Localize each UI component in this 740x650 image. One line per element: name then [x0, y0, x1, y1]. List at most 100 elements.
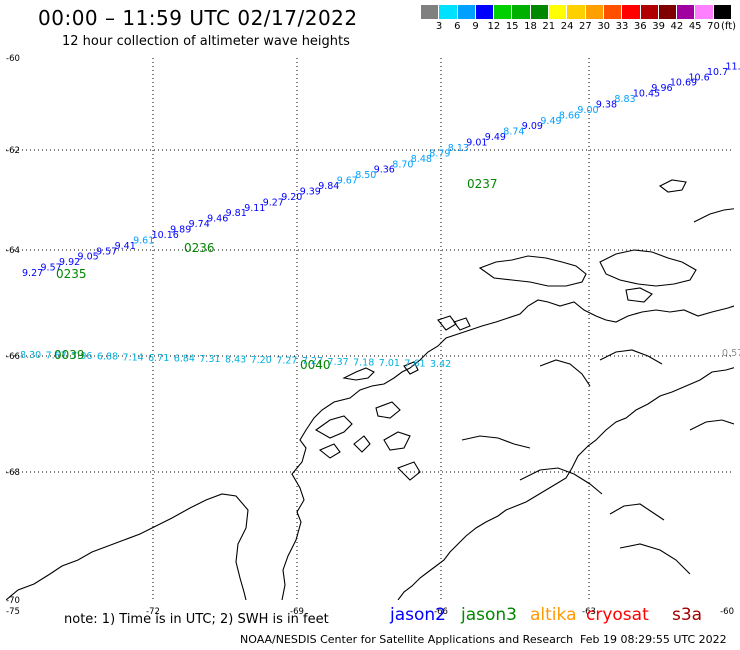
wave-height-value: 6.71	[148, 353, 169, 364]
wave-height-value: 9.05	[78, 252, 99, 263]
legend-label: 3	[435, 21, 443, 32]
wave-height-value: 9.11	[244, 203, 265, 214]
wave-height-value: 11.	[726, 61, 740, 72]
legend-swatch	[457, 5, 476, 19]
wave-height-value: 8.13	[448, 143, 469, 154]
legend-swatch	[640, 5, 659, 19]
legend-label: 9	[472, 21, 479, 32]
wave-height-value: 9.49	[485, 132, 506, 143]
lon-tick-label: -60	[720, 607, 734, 617]
legend-swatch	[603, 5, 623, 19]
wave-height-value: 9.84	[318, 181, 339, 192]
wave-height-value: 9.92	[59, 257, 80, 268]
legend-label: 30	[597, 21, 611, 32]
wave-height-value: 9.00	[577, 105, 598, 116]
wave-height-tracks: 9.279.579.929.059.579.419.6110.169.899.7…	[20, 61, 740, 370]
legend-labels: 3 6 9 12 15 18 21 24 27 30 33 36 39 42 45 70	[421, 21, 740, 35]
graticule	[6, 58, 734, 600]
wave-height-value: 8.43	[225, 355, 246, 366]
lat-tick-label: -70	[6, 596, 20, 606]
sat-s3a-label: s3a	[672, 605, 703, 625]
wave-height-value: 10.16	[152, 230, 179, 241]
legend-swatch	[494, 5, 513, 19]
page-title: 00:00 – 11:59 UTC 02/17/2022	[38, 6, 358, 30]
sat-jason3-label: jason3	[461, 605, 517, 625]
credit-text: NOAA/NESDIS Center for Satellite Applica…	[240, 633, 574, 646]
wave-height-value: 9.49	[540, 116, 561, 127]
wave-height-value: 9.89	[170, 225, 191, 236]
note-text: note: 1) Time is in UTC; 2) SWH is in fe…	[64, 612, 329, 627]
wave-height-value: 9.61	[133, 235, 154, 246]
legend-label: 42	[670, 21, 684, 32]
lon-tick-label: -69	[290, 607, 304, 617]
wave-height-value: 9.67	[337, 176, 358, 187]
wave-height-value: 7.31	[199, 354, 220, 365]
wave-height-value: 9.74	[189, 219, 210, 230]
lat-tick-label: -68	[6, 468, 20, 478]
legend-label: 36	[633, 21, 647, 32]
pass-time-label: 0040	[300, 358, 331, 372]
legend-swatch	[530, 5, 550, 19]
wave-height-value: 9.41	[115, 241, 136, 252]
sat-jason2-label: jason2	[390, 605, 446, 625]
wave-height-value: 7.27	[276, 356, 297, 367]
wave-height-value: 9.36	[374, 165, 395, 176]
legend-label: 27	[579, 21, 592, 32]
wave-height-value: 9.39	[300, 187, 321, 198]
wave-height-value: 9.96	[651, 83, 672, 94]
wave-height-value: 9.09	[522, 121, 543, 132]
wave-height-value: 8.66	[559, 110, 580, 121]
legend-swatch	[677, 5, 696, 19]
generated-timestamp: Feb 19 08:29:55 UTC 2022	[580, 633, 727, 646]
legend-label: 24	[560, 21, 574, 32]
wave-height-value: 8.74	[503, 127, 524, 138]
wave-height-value: 6.84	[174, 353, 195, 364]
wave-height-value: 8.50	[355, 170, 376, 181]
legend-swatch	[439, 5, 458, 19]
antarctic-peninsula-coastline	[6, 179, 734, 600]
legend-label: 15	[505, 21, 519, 32]
wave-height-value: 10.69	[670, 78, 697, 89]
wave-height-value: 7.14	[123, 352, 144, 363]
wave-height-value: 7.18	[353, 357, 374, 368]
wave-height-value: 8.70	[392, 159, 413, 170]
lat-tick-label: -66	[6, 352, 20, 362]
wave-height-value: 9.46	[207, 214, 228, 225]
legend-label: 45	[688, 21, 702, 32]
legend-swatch	[567, 5, 586, 19]
wave-height-value: 10.45	[633, 89, 660, 100]
lon-tick-label: -63	[582, 607, 596, 617]
legend-swatch	[585, 5, 604, 19]
wave-height-value: 10.6	[689, 72, 710, 83]
wave-height-value: 0.57	[722, 348, 740, 359]
wave-height-value: 7.37	[328, 357, 349, 368]
wave-height-value: 8.83	[614, 94, 635, 105]
wave-height-value: 9.01	[466, 138, 487, 149]
legend-swatch	[622, 5, 641, 19]
wave-height-value: 9.27	[263, 197, 284, 208]
lon-tick-label: -72	[146, 607, 160, 617]
wave-height-value: 9.57	[41, 263, 62, 274]
wave-height-value: 7.61	[404, 358, 425, 369]
pass-time-label: 0237	[467, 177, 498, 191]
lat-tick-label: -62	[6, 146, 20, 156]
wave-height-value: 3.42	[430, 359, 451, 370]
wave-height-value: 7.96	[71, 351, 92, 362]
color-legend: 3 6 9 12 15 18 21 24 27 30 33 36 39 42 45 70	[421, 5, 733, 32]
sat-altika-label: altika	[530, 605, 577, 625]
wave-height-value: 7.67	[46, 351, 67, 362]
wave-height-value: 8.48	[411, 154, 432, 165]
legend-label: 12	[487, 21, 501, 32]
wave-height-value: 9.38	[596, 100, 617, 111]
legend-swatch	[658, 5, 678, 19]
legend-swatches	[421, 5, 733, 19]
lat-tick-label: -64	[6, 246, 20, 256]
wave-height-value: 8.79	[429, 148, 450, 159]
legend-label: 39	[652, 21, 665, 32]
pass-time-label: 0235	[56, 267, 87, 281]
wave-height-value: 7.01	[379, 358, 400, 369]
legend-swatch	[475, 5, 495, 19]
wave-height-value: 9.81	[226, 208, 247, 219]
page-subtitle: 12 hour collection of altimeter wave hei…	[62, 34, 350, 49]
